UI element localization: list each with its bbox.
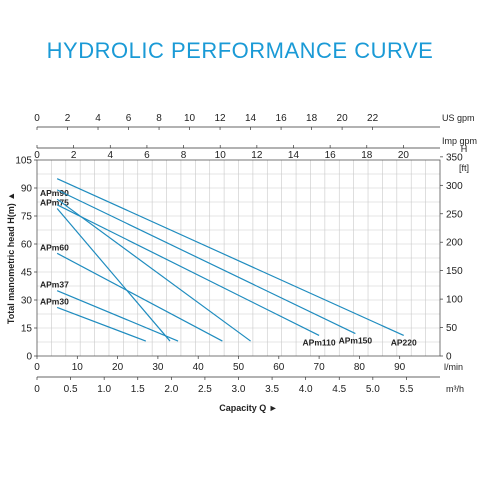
series-label-apm90: APm90: [40, 188, 69, 198]
series-line-apm110: [56, 204, 320, 337]
series-line-apm90: [56, 198, 251, 342]
y2-tick-label: 150: [446, 266, 463, 277]
y-tick-label: 45: [21, 268, 33, 279]
x-tick-label: 90: [394, 362, 406, 373]
x-tick-label: 60: [273, 362, 285, 373]
x-unit-lmin: l/min: [444, 362, 463, 372]
impgpm-tick-label: 20: [398, 150, 410, 161]
x-unit-impgpm: Imp gpm: [442, 136, 477, 146]
series-line-apm60: [56, 252, 223, 342]
impgpm-tick-label: 16: [325, 150, 337, 161]
m3h-tick-label: 4.0: [299, 384, 313, 395]
m3h-tick-label: 0.5: [64, 384, 78, 395]
usgpm-tick-label: 8: [156, 113, 162, 124]
usgpm-tick-label: 18: [306, 113, 318, 124]
usgpm-tick-label: 4: [95, 113, 101, 124]
series-label-apm30: APm30: [40, 296, 69, 306]
usgpm-tick-label: 12: [214, 113, 226, 124]
series-line-apm37: [56, 290, 179, 342]
x-unit-m3h: m³/h: [446, 384, 464, 394]
x-tick-label: 40: [193, 362, 205, 373]
m3h-tick-label: 5.5: [399, 384, 413, 395]
series-label-ap220: AP220: [391, 337, 417, 347]
usgpm-tick-label: 0: [34, 113, 40, 124]
y-axis-label: Total manometric head H(m) ▲: [6, 192, 16, 324]
m3h-tick-label: 5.0: [366, 384, 380, 395]
impgpm-tick-label: 2: [71, 150, 77, 161]
impgpm-tick-label: 4: [108, 150, 114, 161]
y-tick-label: 105: [15, 156, 32, 167]
x-tick-label: 0: [34, 362, 40, 373]
m3h-tick-label: 0: [34, 384, 40, 395]
x-axis-label: Capacity Q ►: [219, 403, 277, 413]
x-tick-label: 20: [112, 362, 124, 373]
y2-unit: H: [461, 144, 468, 154]
m3h-tick-label: 4.5: [332, 384, 346, 395]
impgpm-tick-label: 6: [144, 150, 150, 161]
y-tick-label: 60: [21, 240, 33, 251]
usgpm-tick-label: 10: [184, 113, 196, 124]
y2-tick-label: 50: [446, 323, 458, 334]
chart-title: HYDROLIC PERFORMANCE CURVE: [46, 38, 434, 63]
series-label-apm37: APm37: [40, 280, 69, 290]
x-tick-label: 50: [233, 362, 245, 373]
series-line-apm75: [56, 208, 171, 342]
m3h-tick-label: 1.5: [131, 384, 145, 395]
impgpm-tick-label: 14: [288, 150, 300, 161]
x-tick-label: 10: [72, 362, 84, 373]
y2-tick-label: 0: [446, 352, 452, 363]
m3h-tick-label: 1.0: [97, 384, 111, 395]
series-label-apm75: APm75: [40, 198, 69, 208]
usgpm-tick-label: 14: [245, 113, 257, 124]
impgpm-tick-label: 12: [251, 150, 263, 161]
series-line-apm150: [56, 189, 356, 335]
series-label-apm110: APm110: [303, 337, 336, 347]
series-label-apm150: APm150: [339, 336, 373, 346]
m3h-tick-label: 3.5: [265, 384, 279, 395]
impgpm-tick-label: 10: [215, 150, 227, 161]
x-tick-label: 80: [354, 362, 366, 373]
y-tick-label: 75: [21, 212, 33, 223]
y2-tick-label: 350: [446, 152, 463, 163]
m3h-tick-label: 2.5: [198, 384, 212, 395]
y2-tick-label: 300: [446, 181, 463, 192]
y2-tick-label: 100: [446, 295, 463, 306]
impgpm-tick-label: 8: [181, 150, 187, 161]
usgpm-tick-label: 6: [126, 113, 132, 124]
m3h-tick-label: 3.0: [232, 384, 246, 395]
usgpm-tick-label: 22: [367, 113, 379, 124]
y2-tick-label: 200: [446, 238, 463, 249]
y-tick-label: 30: [21, 296, 33, 307]
y-tick-label: 90: [21, 184, 33, 195]
series-line-apm30: [56, 306, 147, 342]
usgpm-tick-label: 2: [65, 113, 71, 124]
y-tick-label: 15: [21, 324, 33, 335]
x-tick-label: 30: [152, 362, 164, 373]
impgpm-tick-label: 18: [361, 150, 373, 161]
usgpm-tick-label: 16: [276, 113, 288, 124]
series-label-apm60: APm60: [40, 242, 69, 252]
y2-unit-ft: [ft]: [459, 163, 469, 173]
series-line-ap220: [56, 178, 404, 337]
m3h-tick-label: 2.0: [164, 384, 178, 395]
y2-tick-label: 250: [446, 209, 463, 220]
x-unit-usgpm: US gpm: [442, 113, 475, 123]
usgpm-tick-label: 20: [337, 113, 349, 124]
x-tick-label: 70: [314, 362, 326, 373]
impgpm-tick-label: 0: [34, 150, 40, 161]
y-tick-label: 0: [26, 352, 32, 363]
